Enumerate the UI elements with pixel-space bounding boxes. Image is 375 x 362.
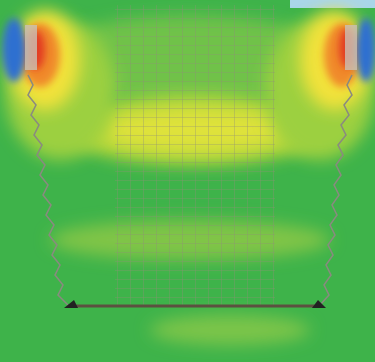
cable xyxy=(27,74,69,306)
region xyxy=(356,18,375,82)
cable xyxy=(319,74,353,306)
support xyxy=(25,25,37,70)
region xyxy=(150,315,310,345)
support xyxy=(345,25,357,70)
corner-tab xyxy=(290,0,375,8)
mesh xyxy=(115,5,275,305)
side-cables xyxy=(27,74,353,306)
anchor xyxy=(64,300,78,308)
region xyxy=(2,18,26,82)
anchor xyxy=(312,300,326,308)
